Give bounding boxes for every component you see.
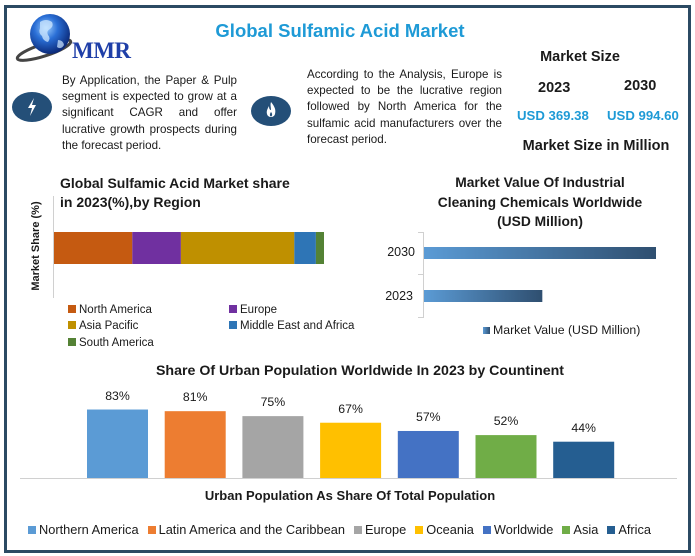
legend-item-asia-pacific: Asia Pacific bbox=[68, 320, 138, 332]
legend-item-northern-america: Northern America bbox=[28, 522, 139, 537]
axis-tick bbox=[418, 317, 423, 318]
category-label-2023: 2023 bbox=[385, 289, 413, 303]
region-share-bar-chart bbox=[54, 232, 324, 264]
bar-northern-america bbox=[87, 409, 148, 478]
cleaning-chemicals-y-axis bbox=[423, 232, 424, 318]
lightning-bolt-icon bbox=[12, 92, 52, 122]
bar-asia bbox=[475, 435, 537, 478]
legend-swatch bbox=[353, 526, 362, 534]
bar-segment-europe bbox=[132, 232, 181, 264]
market-size-value-2030: USD 994.60 bbox=[607, 108, 679, 123]
bar-europe bbox=[242, 416, 304, 478]
bar-latin-america-and-the-caribbean bbox=[164, 411, 226, 478]
bar-worldwide bbox=[397, 430, 459, 478]
legend-swatch bbox=[68, 305, 76, 313]
legend-label: South America bbox=[79, 337, 154, 349]
axis-tick bbox=[418, 274, 423, 275]
insight-text-region: According to the Analysis, Europe is exp… bbox=[307, 68, 502, 146]
legend-label: Latin America and the Caribbean bbox=[158, 522, 345, 537]
urban-population-chart-title: Share Of Urban Population Worldwide In 2… bbox=[155, 363, 565, 379]
urban-population-legend: Northern America Latin America and the Ca… bbox=[28, 522, 660, 537]
legend-label: Europe bbox=[240, 304, 278, 316]
legend-swatch bbox=[482, 526, 491, 534]
region-share-chart-title: Global Sulfamic Acid Market share in 202… bbox=[60, 174, 320, 212]
bar-oceania bbox=[320, 422, 382, 478]
legend-label: Worldwide bbox=[493, 522, 554, 537]
legend-item-africa: Africa bbox=[607, 522, 651, 537]
data-label-latin-america-and-the-caribbean: 81% bbox=[182, 390, 208, 405]
legend-item-worldwide: Worldwide bbox=[482, 522, 554, 537]
legend-label: Africa bbox=[618, 522, 652, 537]
region-share-title-line2: in 2023(%),by Region bbox=[60, 194, 201, 210]
legend-label: Market Value (USD Million) bbox=[493, 323, 641, 337]
legend-item-north-america: North America bbox=[68, 304, 152, 316]
legend-swatch bbox=[28, 526, 36, 534]
legend-item-europe: Europe bbox=[229, 304, 277, 316]
data-label-worldwide: 57% bbox=[415, 409, 441, 424]
market-size-year-2023: 2023 bbox=[538, 80, 571, 96]
legend-swatch bbox=[562, 526, 571, 534]
legend-swatch bbox=[147, 526, 156, 534]
infographic-frame bbox=[4, 5, 691, 553]
bar-africa bbox=[553, 441, 615, 478]
insight-text-application: By Application, the Paper & Pulp segment… bbox=[62, 74, 237, 152]
logo-text: MMR bbox=[72, 38, 131, 63]
urban-population-bar-chart bbox=[87, 409, 615, 478]
bar-segment-south-america bbox=[315, 232, 324, 264]
data-label-asia: 52% bbox=[493, 414, 519, 429]
urban-population-x-axis-label: Urban Population As Share Of Total Popul… bbox=[204, 488, 496, 503]
legend-label: Middle East and Africa bbox=[240, 320, 355, 332]
legend-label: Europe bbox=[364, 522, 407, 537]
legend-item-middle-east-and-africa: Middle East and Africa bbox=[229, 320, 354, 332]
cleaning-chemicals-bar-chart bbox=[424, 247, 656, 302]
legend-item-latin-america-and-the-caribbean: Latin America and the Caribbean bbox=[147, 522, 345, 537]
flame-icon bbox=[251, 96, 291, 126]
data-label-europe: 75% bbox=[260, 395, 286, 410]
market-size-year-2030: 2030 bbox=[624, 78, 657, 94]
globe-icon bbox=[15, 14, 73, 62]
data-label-oceania: 67% bbox=[338, 401, 363, 416]
legend-item-oceania: Oceania bbox=[415, 522, 474, 537]
legend-swatch bbox=[607, 526, 616, 534]
legend-label: Northern America bbox=[39, 522, 139, 537]
market-size-value-2023: USD 369.38 bbox=[517, 108, 589, 123]
legend-swatch bbox=[415, 526, 424, 534]
market-size-unit-label: Market Size in Million bbox=[522, 138, 670, 154]
region-share-y-axis-label: Market Share (%) bbox=[30, 201, 42, 291]
bar-segment-north-america bbox=[54, 232, 133, 264]
category-label-2030: 2030 bbox=[387, 245, 415, 259]
legend-swatch bbox=[229, 321, 237, 329]
data-label-africa: 44% bbox=[571, 420, 596, 435]
legend-item-south-america: South America bbox=[68, 337, 154, 349]
legend-label: Asia bbox=[573, 522, 599, 537]
legend-item-europe: Europe bbox=[353, 522, 407, 537]
cleaning-chemicals-title-line2: Cleaning Chemicals Worldwide bbox=[437, 194, 643, 210]
legend-label: Oceania bbox=[426, 522, 474, 537]
legend-swatch bbox=[68, 338, 76, 346]
cleaning-chemicals-title-line3: (USD Million) bbox=[497, 214, 583, 229]
legend-label: Asia Pacific bbox=[79, 320, 139, 332]
region-share-y-axis bbox=[53, 196, 54, 298]
bar-2023 bbox=[424, 290, 543, 302]
legend-item-asia: Asia bbox=[562, 522, 598, 537]
urban-population-x-axis bbox=[20, 478, 677, 479]
data-label-northern-america: 83% bbox=[105, 388, 130, 403]
region-share-title-line1: Global Sulfamic Acid Market share bbox=[60, 175, 290, 191]
cleaning-chemicals-title-line1: Market Value Of Industrial bbox=[455, 175, 625, 190]
market-size-title: Market Size bbox=[540, 49, 620, 65]
cleaning-chemicals-chart-title: Market Value Of Industrial Cleaning Chem… bbox=[420, 173, 660, 232]
bar-segment-asia-pacific bbox=[180, 232, 295, 264]
legend-label: North America bbox=[79, 304, 152, 316]
legend-swatch bbox=[483, 327, 490, 334]
cleaning-chemicals-legend: Market Value (USD Million) bbox=[483, 323, 640, 337]
bar-2030 bbox=[424, 247, 656, 259]
legend-swatch bbox=[68, 321, 76, 329]
legend-swatch bbox=[229, 305, 237, 313]
bar-segment-middle-east-and-africa bbox=[294, 232, 316, 264]
axis-tick bbox=[418, 232, 423, 233]
page-title: Global Sulfamic Acid Market bbox=[215, 20, 465, 41]
mmr-logo: MMR bbox=[14, 12, 139, 64]
